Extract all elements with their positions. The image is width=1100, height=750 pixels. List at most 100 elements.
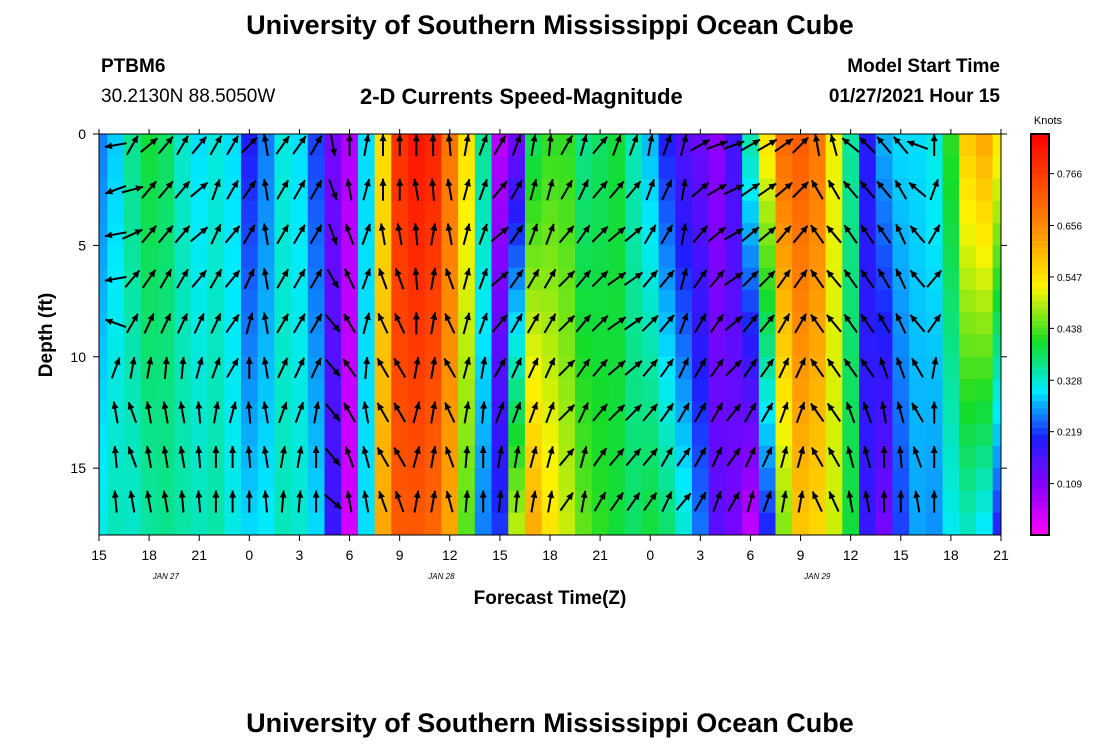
current-arrow — [243, 268, 255, 290]
heatmap-cell — [374, 512, 392, 535]
arrow-head — [345, 490, 353, 499]
heatmap-cell — [274, 423, 292, 447]
heatmap-cell — [124, 156, 142, 180]
heatmap-cell — [808, 468, 827, 492]
heatmap-cell — [959, 223, 977, 246]
heatmap-cell — [575, 289, 593, 313]
current-arrow — [323, 493, 342, 510]
current-arrow — [176, 268, 189, 289]
heatmap-cell — [224, 379, 242, 402]
heatmap-cell — [474, 156, 493, 180]
current-arrow — [361, 446, 371, 468]
heatmap-cell — [608, 468, 626, 492]
heatmap-cell — [591, 289, 610, 313]
arrow-head — [516, 225, 523, 233]
colorbar-segment — [1031, 180, 1049, 189]
heatmap-cell — [558, 468, 576, 492]
arrow-head — [634, 272, 643, 280]
arrow-head — [880, 490, 888, 498]
arrow-head — [828, 180, 835, 188]
heatmap-cell — [942, 156, 960, 180]
heatmap-cell — [742, 156, 760, 180]
current-arrow — [160, 312, 172, 334]
arrow-head — [531, 402, 538, 410]
current-arrow — [312, 490, 320, 513]
arrow-head — [514, 134, 522, 143]
current-arrow — [693, 491, 707, 512]
current-arrow — [226, 357, 239, 378]
current-arrow — [612, 134, 622, 156]
heatmap-cell — [274, 334, 292, 358]
arrow-head — [333, 501, 342, 509]
heatmap-cell — [792, 156, 810, 180]
arrow-head — [582, 358, 590, 367]
arrow-head — [394, 402, 401, 411]
current-arrow — [896, 357, 906, 379]
heatmap-cell — [942, 445, 960, 469]
heatmap-cell — [474, 468, 493, 492]
heatmap-cell — [157, 156, 175, 180]
heatmap-cell — [875, 156, 894, 180]
heatmap-cell — [207, 156, 225, 180]
heatmap-cell — [324, 512, 342, 535]
current-arrow — [591, 225, 609, 243]
current-arrow — [176, 135, 189, 156]
arrow-head — [213, 401, 221, 410]
heatmap-cell — [975, 200, 994, 224]
heatmap-cell — [441, 245, 459, 269]
arrow-head — [862, 402, 870, 410]
colorbar-segment — [1031, 274, 1049, 282]
current-arrow — [860, 269, 875, 289]
arrow-head — [379, 178, 387, 186]
current-arrow — [810, 402, 825, 423]
heatmap-cell — [391, 156, 409, 180]
heatmap-cell — [792, 334, 810, 358]
heatmap-cell — [875, 379, 894, 402]
colorbar-tick-label: 0.656 — [1057, 222, 1082, 233]
arrow-head — [665, 179, 672, 188]
heatmap-cell — [575, 156, 593, 180]
colorbar-unit: Knots — [1034, 115, 1063, 127]
heatmap-cell — [975, 245, 994, 269]
arrow-head — [412, 267, 420, 276]
current-arrow — [709, 269, 725, 288]
y-tick-label: 0 — [78, 126, 86, 142]
heatmap-cell — [291, 468, 309, 492]
current-arrow — [792, 136, 810, 154]
current-arrow — [724, 315, 743, 332]
arrow-head — [665, 447, 673, 456]
heatmap-cell — [959, 423, 977, 447]
current-arrow — [393, 357, 407, 378]
current-arrow — [178, 446, 186, 469]
heatmap-cell — [408, 468, 426, 492]
colorbar-segment — [1031, 334, 1049, 342]
heatmap-cell — [174, 512, 192, 535]
current-arrow — [105, 184, 127, 195]
current-arrow — [911, 357, 924, 378]
colorbar-segment — [1031, 200, 1049, 209]
arrow-head — [699, 402, 706, 411]
current-arrow — [746, 490, 755, 513]
heatmap-cell — [524, 423, 543, 447]
arrow-head — [749, 402, 756, 411]
arrow-head — [363, 312, 371, 321]
heatmap-cell — [508, 512, 526, 535]
heatmap-cell — [324, 200, 342, 224]
heatmap-cell — [742, 200, 760, 224]
current-arrow — [492, 314, 508, 333]
arrow-head — [843, 181, 851, 189]
heatmap-cell — [291, 289, 309, 313]
arrow-head — [430, 312, 438, 320]
heatmap-cell — [591, 468, 610, 492]
current-arrow — [529, 178, 538, 201]
arrow-head — [895, 224, 903, 233]
arrow-head — [261, 312, 269, 320]
heatmap-cell — [625, 200, 643, 224]
heatmap-cell — [708, 245, 726, 269]
arrow-head — [634, 360, 642, 368]
arrow-head — [877, 225, 885, 233]
heatmap-cell — [458, 289, 476, 313]
arrow-head — [214, 224, 221, 233]
current-arrow — [161, 446, 169, 469]
current-arrow — [363, 356, 371, 379]
